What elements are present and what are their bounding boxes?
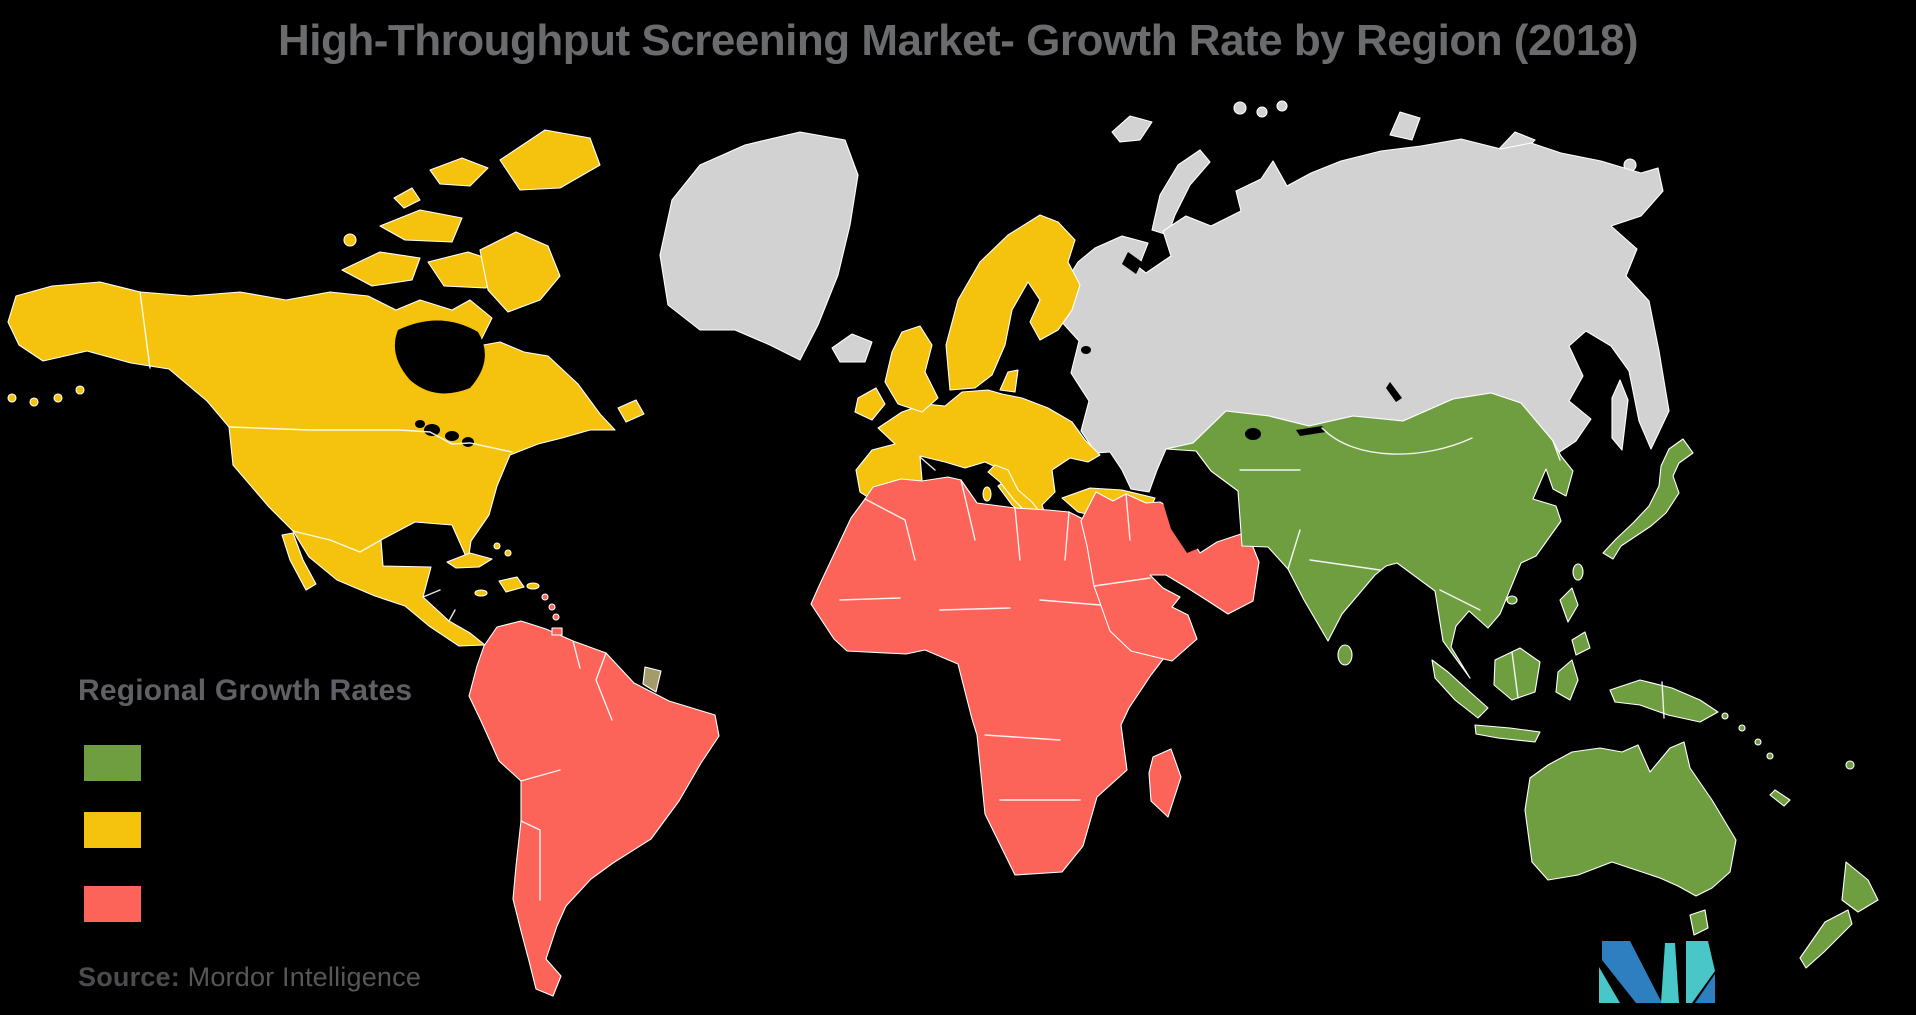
aleutian-island — [53, 393, 63, 403]
australia — [1524, 741, 1737, 897]
new-caledonia — [1769, 789, 1791, 807]
baja-california — [281, 532, 317, 591]
sulawesi — [1555, 659, 1579, 701]
aleutian-island — [7, 393, 17, 403]
bahamas — [493, 542, 501, 550]
aleutian-island — [29, 397, 39, 407]
great-lake — [462, 437, 474, 447]
great-lake — [415, 420, 425, 428]
great-britain — [884, 325, 939, 413]
lake-baikal — [1386, 382, 1402, 402]
russia-shape — [1058, 138, 1670, 493]
arctic-island — [429, 157, 489, 187]
logo-blue-main — [1602, 941, 1662, 1003]
lake-balkhash — [1296, 426, 1326, 436]
sakhalin-shape — [1611, 379, 1629, 451]
legend-title: Regional Growth Rates — [78, 674, 413, 707]
logo-teal-right — [1686, 941, 1715, 1003]
ireland — [854, 387, 886, 421]
asia-mainland — [1165, 392, 1574, 679]
bahamas — [504, 549, 512, 557]
baffin-island — [479, 231, 561, 313]
white-sea — [1122, 252, 1142, 274]
legend-swatch-red — [84, 886, 141, 922]
svalbard-shape — [1111, 115, 1153, 143]
ellesmere-island — [499, 129, 601, 191]
sri-lanka — [1337, 644, 1353, 666]
pacific-island — [1766, 752, 1774, 760]
south-america-mainland — [468, 620, 720, 997]
hainan — [1506, 595, 1518, 605]
legend-swatch-green — [84, 745, 141, 781]
legend: Regional Growth Rates — [78, 674, 412, 708]
cuba — [446, 552, 493, 569]
source-text: Mordor Intelligence — [179, 962, 422, 992]
madagascar — [1148, 748, 1182, 818]
java — [1474, 724, 1541, 743]
puerto-rico — [526, 582, 540, 590]
aleutian-island — [75, 385, 85, 395]
logo-teal-left — [1599, 967, 1620, 1003]
legend-swatch-yellow — [84, 812, 141, 848]
logo-teal-middle — [1661, 943, 1679, 1003]
iceland-shape — [831, 333, 873, 363]
lesser-antilles — [541, 593, 549, 601]
arctic-island — [393, 187, 421, 209]
new-guinea — [1609, 679, 1719, 723]
pacific-island — [1721, 712, 1729, 720]
arctic-island — [341, 251, 421, 287]
map-region-russia-cis — [1058, 138, 1670, 493]
map-region-french-guiana — [642, 666, 662, 693]
source-label: Source: — [78, 962, 180, 992]
sumatra — [1431, 659, 1489, 719]
map-region-north-america — [7, 129, 645, 647]
greenland-shape — [659, 131, 859, 361]
scandinavia — [945, 214, 1081, 391]
great-lake — [424, 424, 440, 436]
new-zealand-north — [1841, 861, 1879, 913]
tasmania — [1689, 909, 1709, 936]
map-region-south-america — [468, 593, 720, 997]
caspian-sea — [1161, 462, 1204, 553]
lesser-antilles — [548, 603, 556, 611]
mordor-intelligence-logo — [1599, 941, 1715, 1003]
pacific-island — [1754, 738, 1762, 746]
page-title: High-Throughput Screening Market- Growth… — [278, 16, 1638, 65]
map-region-asia-pacific — [1165, 392, 1879, 969]
jamaica — [474, 589, 488, 597]
newfoundland — [617, 399, 645, 423]
new-zealand-south — [1799, 909, 1853, 969]
mindanao — [1571, 631, 1591, 656]
luzon — [1559, 587, 1579, 623]
source-line: Source: Mordor Intelligence — [78, 962, 421, 993]
hudson-bay — [394, 320, 485, 394]
hispaniola — [498, 576, 525, 593]
korea-japan-japan — [1602, 438, 1694, 560]
sardinia — [982, 486, 992, 502]
inland-water — [394, 252, 1402, 553]
logo-blue-right — [1695, 974, 1715, 1003]
arctic-island — [379, 209, 463, 243]
borneo — [1493, 647, 1541, 701]
country-borders — [139, 291, 1665, 901]
taiwan — [1572, 563, 1584, 581]
pacific-island — [1738, 724, 1746, 732]
fiji — [1845, 760, 1855, 770]
north-america-mainland — [7, 281, 616, 647]
great-lake — [445, 431, 459, 441]
lesser-antilles — [552, 613, 560, 621]
denmark — [999, 369, 1019, 393]
trinidad — [551, 627, 563, 636]
lake-ladoga — [1081, 346, 1091, 354]
aral-sea — [1245, 428, 1261, 440]
